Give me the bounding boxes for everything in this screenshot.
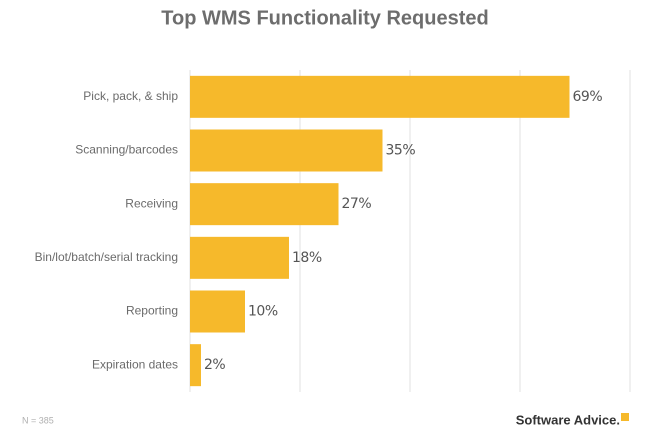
sample-note: N = 385 xyxy=(22,415,54,425)
value-label: 18% xyxy=(292,250,322,266)
bar xyxy=(190,75,570,118)
value-label: 35% xyxy=(386,143,416,159)
bar xyxy=(190,344,201,387)
value-label: 2% xyxy=(204,357,225,373)
value-label: 69% xyxy=(573,89,603,105)
y-tick-label: Pick, pack, & ship xyxy=(83,89,178,103)
bar xyxy=(190,236,289,279)
value-label: 10% xyxy=(248,304,278,320)
y-tick-label: Receiving xyxy=(125,196,178,210)
y-tick-label: Scanning/barcodes xyxy=(75,143,178,157)
value-label: 27% xyxy=(342,196,372,212)
bar xyxy=(190,129,383,172)
bar xyxy=(190,290,245,333)
bar xyxy=(190,183,339,226)
logo-mark xyxy=(621,413,629,421)
chart-title: Top WMS Functionality Requested xyxy=(161,7,488,29)
y-tick-label: Bin/lot/batch/serial tracking xyxy=(35,250,178,264)
y-tick-label: Expiration dates xyxy=(92,357,178,371)
y-tick-label: Reporting xyxy=(126,304,178,318)
brand-logo: Software Advice. xyxy=(516,412,620,427)
